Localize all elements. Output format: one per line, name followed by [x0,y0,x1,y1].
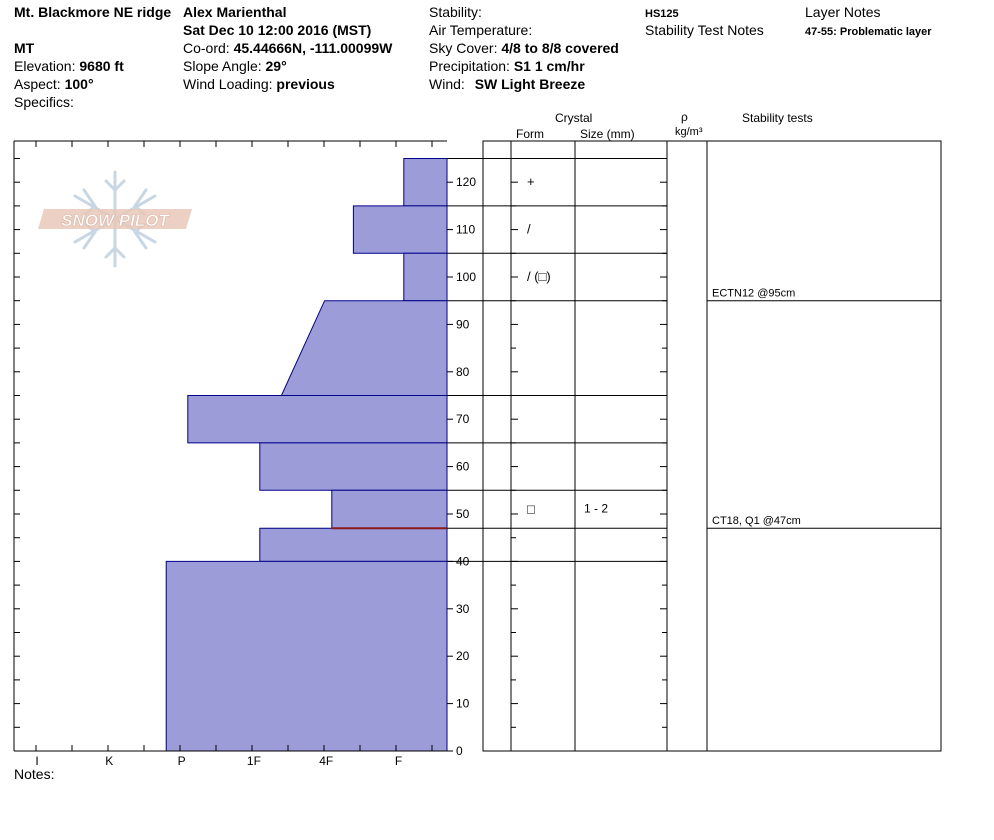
crystal-form-3: □ [527,501,535,516]
size-header: Size (mm) [580,127,635,141]
hardness-layer-3 [280,300,448,396]
height-tick-label: 10 [456,697,470,711]
observation-datetime: Sat Dec 10 12:00 2016 (MST) [183,22,372,38]
table-border [482,140,942,752]
wind-loading-row: Wind Loading: previous [183,76,335,92]
height-tick-label: 60 [456,460,470,474]
height-tick-label: 50 [456,507,470,521]
height-tick-label: 70 [456,412,470,426]
crystal-size-3: 1 - 2 [584,501,608,515]
snowpilot-logo: SNOW PILOT [38,170,192,268]
layer-notes-label: Layer Notes [805,4,881,20]
height-tick-label: 90 [456,317,470,331]
stability-notes-label: Stability Test Notes [645,22,764,38]
precip-row: Precipitation: S1 1 cm/hr [429,58,585,74]
hardness-layer-6 [331,489,448,529]
aspect-label: Aspect: [14,76,61,92]
height-tick-label: 20 [456,649,470,663]
height-tick-label: 110 [456,223,475,237]
aspect-value: 100° [64,76,94,92]
hardness-tick-label: 1F [247,754,261,768]
notes-label: Notes: [14,766,55,782]
snowflake-icon [73,170,157,268]
hardness-layer-5 [259,442,448,491]
aspect-row: Aspect: 100° [14,76,94,92]
wind-label: Wind: [429,76,465,92]
hardness-layer-2 [403,252,448,302]
location-title: Mt. Blackmore NE ridge [14,4,172,20]
density-unit-header: kg/m³ [675,126,703,138]
crystal-header: Crystal [555,111,593,125]
state-label: MT [14,40,35,56]
logo-text: SNOW PILOT [61,211,170,230]
form-header: Form [516,127,544,141]
hardness-tick-label: 4F [319,754,333,768]
stability-test-label-0: ECTN12 @95cm [712,288,795,300]
height-tick-label: 120 [456,175,476,189]
hardness-tick-label: F [395,754,402,768]
hardness-tick-label: K [105,754,113,768]
chart-frame: I K P 1F 4F F [13,140,447,768]
layer-table: 0 10 20 30 40 50 60 70 80 90 100 110 120 + / / (□) □ 1 - … [447,140,942,758]
rho-header: ρ [681,110,688,124]
hs-value: HS125 [645,8,679,20]
elevation-label: Elevation: [14,58,76,74]
height-tick-label: 100 [456,270,476,284]
height-tick-label: 0 [456,744,463,758]
specifics-label: Specifics: [14,94,74,110]
height-tick-label: 40 [456,554,470,568]
sky-value: 4/8 to 8/8 covered [501,40,619,56]
layer-note: 47-55: Problematic layer [805,26,932,38]
air-temp-label: Air Temperature: [429,22,533,38]
observer-name: Alex Marienthal [183,4,287,20]
sky-row: Sky Cover: 4/8 to 8/8 covered [429,40,619,56]
wind-row: Wind: SW Light Breeze [429,76,585,92]
crystal-form-0: + [527,174,535,189]
wind-loading-label: Wind Loading: [183,76,273,92]
slope-row: Slope Angle: 29° [183,58,287,74]
hardness-bars [165,158,448,752]
logo-banner [38,209,192,229]
elevation-value: 9680 ft [79,58,124,74]
precip-label: Precipitation: [429,58,510,74]
hardness-layer-0 [403,158,448,207]
coord-row: Co-ord: 45.44666N, -111.00099W [183,40,392,56]
hardness-tick-label: P [178,754,186,768]
hardness-layer-7 [259,527,448,562]
stability-label: Stability: [429,4,482,20]
hardness-layer-1 [352,205,448,254]
slope-value: 29° [265,58,287,74]
wind-loading-value: previous [276,76,335,92]
coord-label: Co-ord: [183,40,230,56]
height-tick-label: 80 [456,365,470,379]
hardness-layer-4 [187,395,448,444]
stability-tests-header: Stability tests [742,111,813,125]
crystal-form-2: / (□) [527,269,551,284]
precip-value: S1 1 cm/hr [513,58,585,74]
crystal-form-1: / [527,222,531,237]
hardness-layer-8 [165,560,448,752]
height-tick-label: 30 [456,602,470,616]
slope-label: Slope Angle: [183,58,262,74]
elevation-row: Elevation: 9680 ft [14,58,124,74]
coord-value: 45.44666N, -111.00099W [233,40,393,56]
sky-label: Sky Cover: [429,40,498,56]
stability-test-label-1: CT18, Q1 @47cm [712,515,801,527]
wind-value: SW Light Breeze [474,76,586,92]
